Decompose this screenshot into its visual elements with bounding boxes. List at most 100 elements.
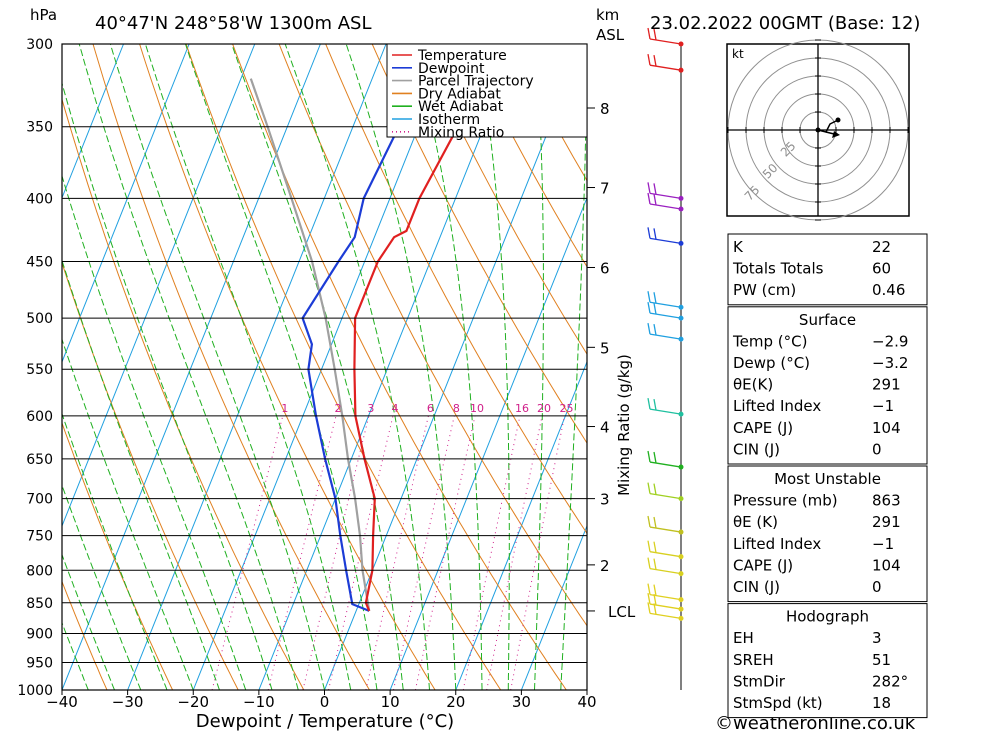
x-axis-title: Dewpoint / Temperature (°C)	[196, 711, 454, 732]
wind-barb-feather	[653, 541, 657, 553]
wet-adiabat	[476, 44, 510, 690]
wet-adiabat	[62, 412, 168, 690]
table-value: 0	[872, 440, 882, 458]
wind-barb-shaft	[649, 603, 682, 610]
hodograph-unit: kt	[732, 47, 744, 61]
wet-adiabat	[62, 174, 247, 690]
pressure-label: 400	[26, 191, 53, 207]
table-key: θE(K)	[733, 376, 773, 394]
km-label: 5	[600, 339, 610, 357]
wind-barb-feather	[647, 398, 651, 410]
wind-barb-shaft	[649, 312, 682, 319]
table-value: 51	[872, 651, 891, 669]
wind-barb-feather	[647, 291, 651, 303]
asl-label: ASL	[596, 26, 625, 44]
km-label: 7	[600, 180, 610, 198]
mixing-ratio-label: 1	[281, 402, 288, 415]
wind-barbs	[647, 27, 684, 690]
km-label: LCL	[608, 603, 636, 621]
pressure-label: 550	[26, 362, 53, 378]
isotherm-line	[62, 44, 190, 364]
pressure-label: 500	[26, 311, 53, 327]
wind-barb-feather	[653, 593, 657, 606]
hodograph-table-box	[727, 603, 928, 719]
mixing-ratio-axis-title: Mixing Ratio (g/kg)	[615, 354, 633, 496]
legend-label: Isotherm	[418, 112, 480, 128]
dry-adiabat	[977, 44, 1000, 690]
table-key: CIN (J)	[733, 578, 780, 596]
wind-barb-shaft	[649, 408, 682, 415]
wind-barb-feather	[647, 515, 651, 528]
hodograph-table-title: Hodograph	[786, 608, 869, 626]
x-tick-label: −20	[177, 693, 209, 711]
wet-adiabat	[62, 337, 194, 690]
x-tick-label: 40	[577, 693, 596, 711]
wet-adiabat	[284, 44, 430, 690]
wind-barb	[647, 291, 684, 310]
legend-box	[386, 43, 588, 138]
isotherm-line	[258, 44, 518, 690]
pressure-label: 450	[26, 255, 53, 271]
table-key: SREH	[733, 651, 774, 669]
dry-adiabat	[278, 44, 587, 627]
wet-adiabat	[144, 44, 352, 690]
wind-barb-shaft	[649, 551, 682, 558]
mixing-ratio-line	[302, 415, 370, 690]
isotherm-line	[520, 524, 587, 690]
wind-barb-shaft	[649, 203, 682, 210]
wind-barb	[647, 540, 684, 560]
dry-adiabat	[325, 44, 587, 535]
wind-barb-feather	[653, 292, 657, 304]
plot-frame	[61, 43, 588, 691]
mixing-ratio-label: 6	[427, 402, 434, 415]
wind-barb-feather	[653, 399, 657, 411]
pressure-grid	[62, 43, 587, 691]
mixing-ratio-line	[414, 415, 476, 690]
legend-label: Temperature	[417, 48, 507, 64]
storm-motion-arrowhead	[832, 131, 840, 138]
table-value: 104	[872, 556, 901, 574]
wind-barb-shaft	[649, 237, 682, 245]
dry-adiabat	[931, 44, 1000, 690]
storm-motion-arrow	[825, 131, 835, 135]
table-value: 104	[872, 419, 901, 437]
most-unstable-title: Most Unstable	[774, 470, 881, 488]
wind-barb-feather	[653, 483, 657, 495]
station-location: 40°47'N 248°58'W 1300m ASL	[95, 13, 372, 34]
km-label: 2	[600, 557, 610, 575]
wind-barb-feather	[653, 603, 657, 615]
mixing-ratio-line	[365, 415, 429, 690]
mixing-ratio-label: 10	[470, 402, 484, 415]
wind-barb-feather	[647, 602, 651, 614]
wind-barb-feather	[647, 54, 651, 66]
x-tick-label: −40	[46, 693, 78, 711]
mixing-ratio-label: 4	[392, 402, 399, 415]
isotherm-line	[324, 44, 584, 690]
model-run: 23.02.2022 00GMT (Base: 12)	[650, 13, 920, 34]
table-key: CAPE (J)	[733, 419, 793, 437]
x-tick-label: 0	[320, 693, 330, 711]
table-key: Temp (°C)	[732, 332, 807, 350]
mixing-ratio-line	[267, 415, 337, 690]
wind-barb-shaft	[649, 567, 682, 575]
isotherm-line	[62, 44, 321, 690]
isotherm-line	[192, 44, 453, 690]
wind-barb-feather	[647, 323, 651, 335]
surface-title: Surface	[799, 311, 856, 329]
km-label: km	[596, 6, 619, 24]
wind-barb	[647, 227, 684, 246]
table-value: 60	[872, 260, 891, 278]
mixing-ratio-label: 16	[515, 402, 529, 415]
wind-barb	[647, 602, 684, 621]
pressure-label: 600	[26, 409, 53, 425]
wind-barb	[647, 557, 684, 577]
table-key: Dewp (°C)	[733, 354, 810, 372]
dry-adiabat	[62, 580, 108, 690]
indices-top-box	[727, 233, 928, 306]
legend-label: Dry Adiabat	[418, 86, 501, 102]
wind-barb-feather	[653, 584, 657, 596]
wind-barb	[647, 450, 684, 470]
wind-barb-shaft	[649, 593, 682, 601]
wind-barb-feather	[647, 557, 651, 569]
